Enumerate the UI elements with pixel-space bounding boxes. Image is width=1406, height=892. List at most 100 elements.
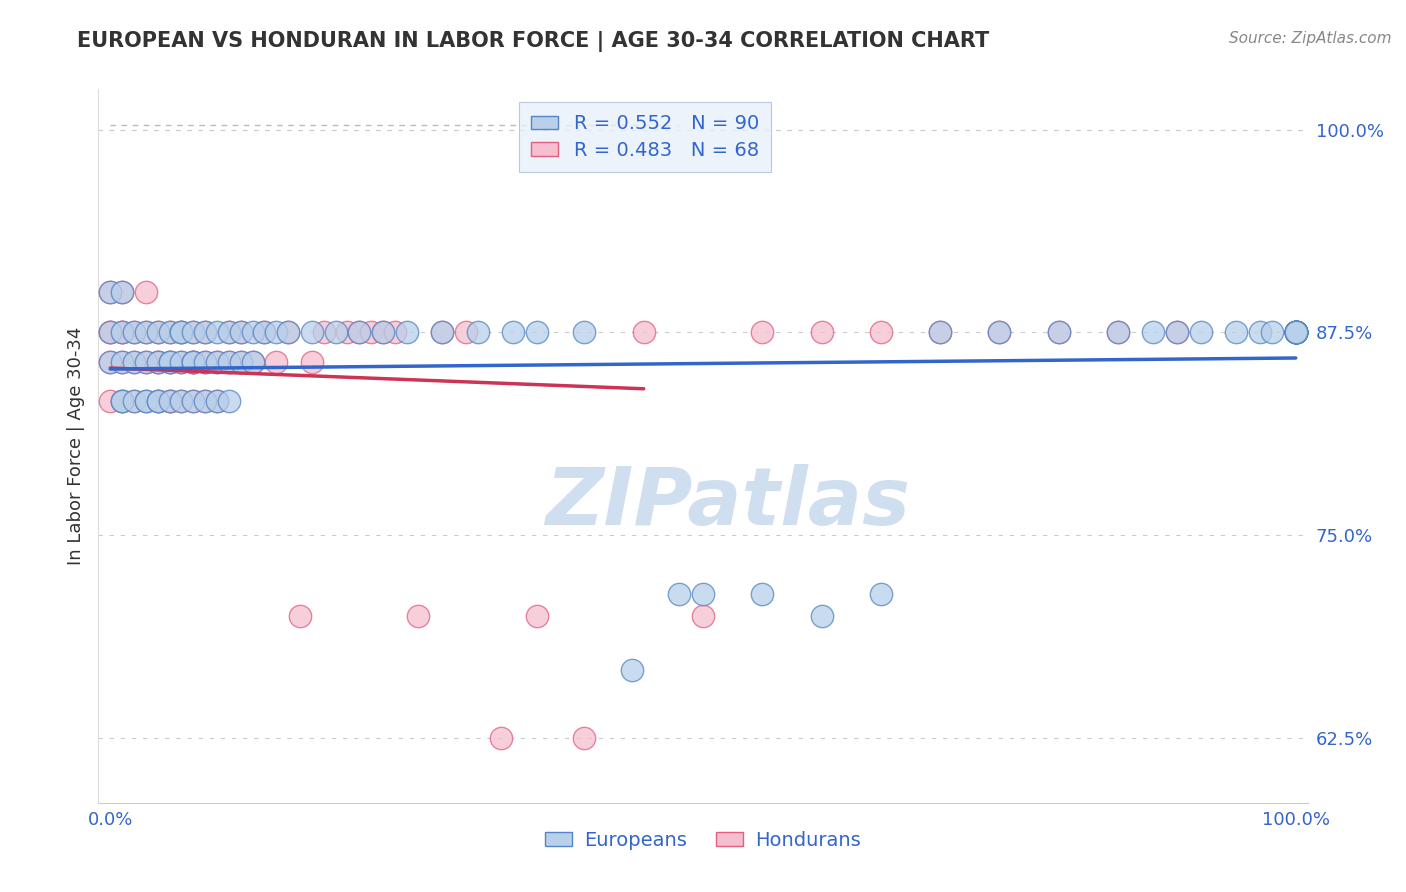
Point	[122, 354, 145, 368]
Point	[146, 354, 169, 368]
Point	[122, 326, 145, 340]
Point	[111, 326, 134, 340]
Point	[98, 326, 121, 340]
Point	[1285, 326, 1308, 340]
Legend: Europeans, Hondurans: Europeans, Hondurans	[537, 822, 869, 857]
Point	[1189, 326, 1212, 340]
Point	[810, 326, 832, 340]
Y-axis label: In Labor Force | Age 30-34: In Labor Force | Age 30-34	[66, 326, 84, 566]
Point	[432, 326, 454, 340]
Point	[408, 609, 430, 624]
Point	[633, 326, 655, 340]
Point	[98, 326, 121, 340]
Point	[135, 326, 157, 340]
Point	[1142, 326, 1164, 340]
Point	[218, 393, 240, 408]
Point	[929, 326, 952, 340]
Point	[111, 354, 134, 368]
Point	[242, 326, 264, 340]
Point	[146, 354, 169, 368]
Point	[111, 326, 134, 340]
Point	[111, 326, 134, 340]
Point	[135, 326, 157, 340]
Point	[1249, 326, 1271, 340]
Point	[869, 586, 891, 600]
Point	[170, 354, 193, 368]
Point	[288, 609, 311, 624]
Point	[1285, 326, 1308, 340]
Point	[159, 393, 181, 408]
Point	[181, 354, 204, 368]
Point	[122, 393, 145, 408]
Point	[1225, 326, 1247, 340]
Point	[170, 326, 193, 340]
Point	[1285, 326, 1308, 340]
Point	[1285, 326, 1308, 340]
Point	[432, 326, 454, 340]
Point	[181, 326, 204, 340]
Point	[395, 326, 418, 340]
Point	[111, 354, 134, 368]
Point	[491, 731, 513, 745]
Point	[170, 326, 193, 340]
Point	[810, 609, 832, 624]
Point	[574, 326, 596, 340]
Point	[170, 326, 193, 340]
Text: Source: ZipAtlas.com: Source: ZipAtlas.com	[1229, 31, 1392, 46]
Point	[277, 326, 299, 340]
Point	[146, 326, 169, 340]
Point	[159, 354, 181, 368]
Point	[122, 393, 145, 408]
Point	[194, 393, 217, 408]
Point	[1107, 326, 1129, 340]
Point	[1285, 326, 1308, 340]
Point	[1166, 326, 1188, 340]
Point	[146, 354, 169, 368]
Point	[574, 731, 596, 745]
Point	[371, 326, 394, 340]
Point	[170, 393, 193, 408]
Point	[194, 354, 217, 368]
Point	[135, 354, 157, 368]
Point	[111, 285, 134, 299]
Point	[135, 354, 157, 368]
Point	[146, 393, 169, 408]
Point	[205, 393, 228, 408]
Point	[371, 326, 394, 340]
Point	[159, 354, 181, 368]
Point	[467, 326, 489, 340]
Point	[122, 326, 145, 340]
Point	[205, 354, 228, 368]
Point	[181, 354, 204, 368]
Point	[146, 393, 169, 408]
Point	[360, 326, 382, 340]
Point	[229, 326, 252, 340]
Point	[264, 354, 287, 368]
Point	[135, 285, 157, 299]
Point	[668, 586, 690, 600]
Point	[181, 354, 204, 368]
Point	[98, 326, 121, 340]
Point	[1285, 326, 1308, 340]
Point	[1285, 326, 1308, 340]
Point	[111, 393, 134, 408]
Point	[181, 354, 204, 368]
Point	[336, 326, 359, 340]
Point	[384, 326, 406, 340]
Point	[1261, 326, 1284, 340]
Point	[988, 326, 1011, 340]
Point	[526, 326, 548, 340]
Point	[1047, 326, 1070, 340]
Point	[1285, 326, 1308, 340]
Point	[1285, 326, 1308, 340]
Point	[264, 326, 287, 340]
Point	[98, 285, 121, 299]
Point	[301, 354, 323, 368]
Point	[347, 326, 370, 340]
Point	[135, 393, 157, 408]
Point	[1285, 326, 1308, 340]
Point	[253, 326, 276, 340]
Point	[1285, 326, 1308, 340]
Point	[751, 586, 773, 600]
Point	[98, 354, 121, 368]
